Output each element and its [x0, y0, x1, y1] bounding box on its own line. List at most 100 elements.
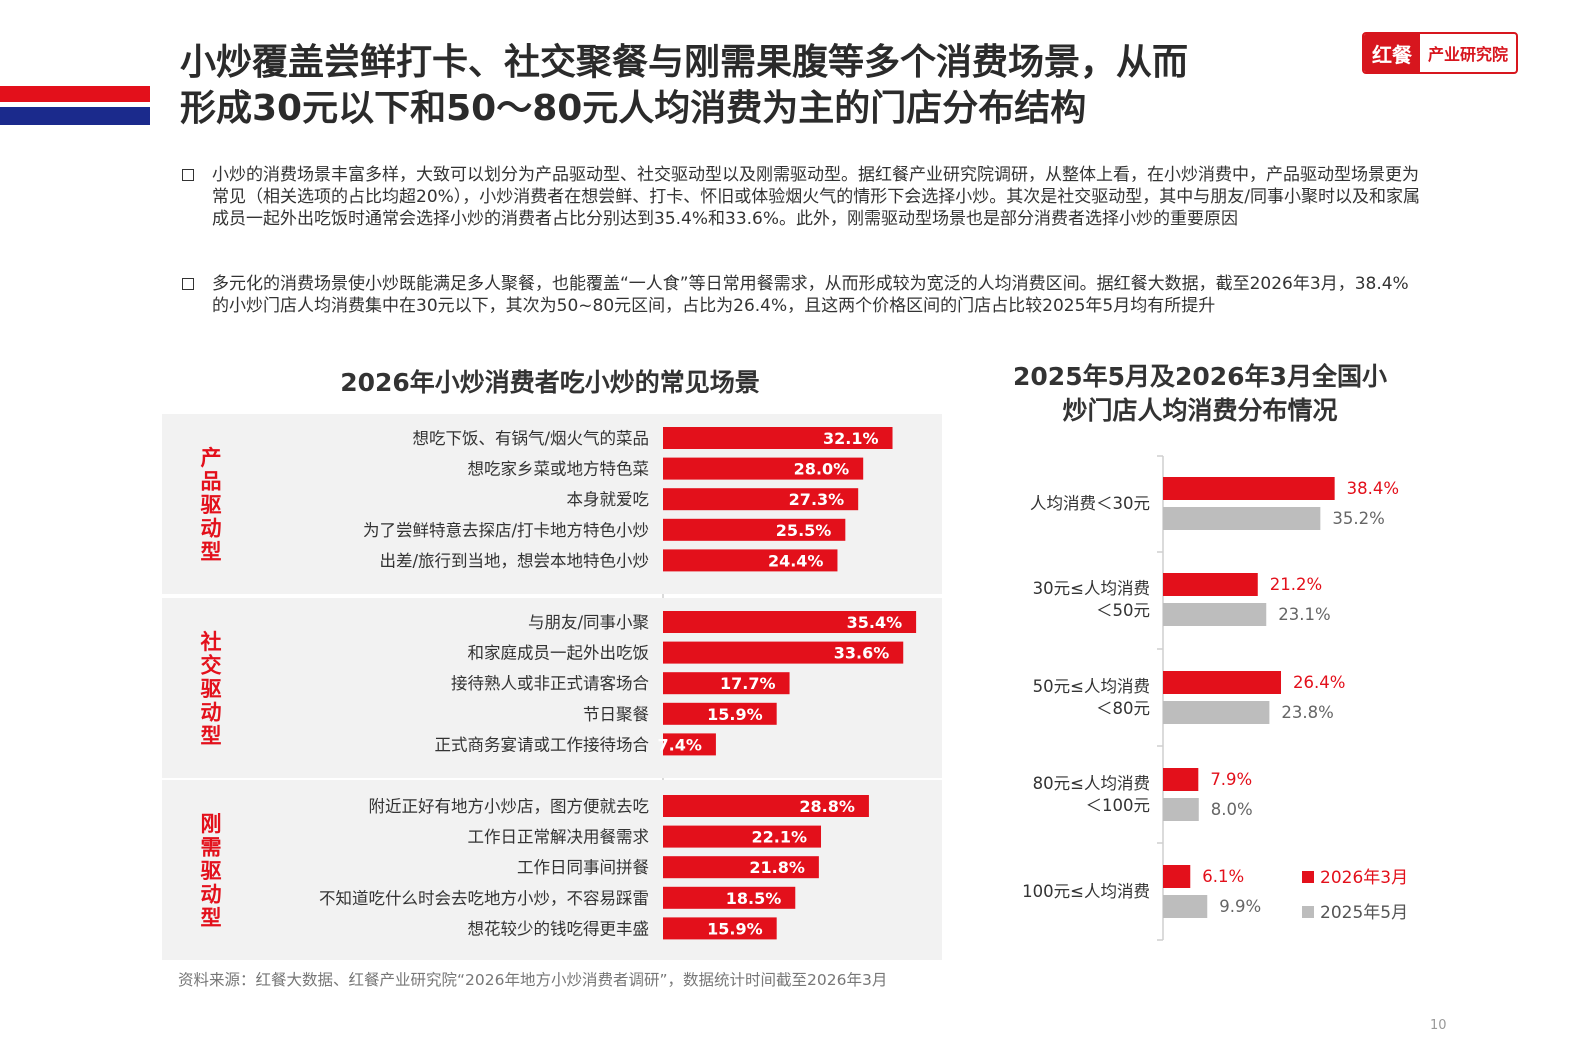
bar	[1163, 768, 1199, 791]
bar	[663, 518, 846, 541]
category-label: 本身就爱吃	[567, 490, 650, 509]
legend-label: 2026年3月	[1320, 868, 1408, 888]
category-label: 与朋友/同事小聚	[528, 613, 650, 632]
group-label-char: 动	[201, 517, 222, 541]
category-label: 想吃家乡菜或地方特色菜	[468, 460, 650, 479]
bullet-text: 多元化的消费场景使小炒既能满足多人聚餐，也能覆盖“一人食”等日常用餐需求，从而形…	[212, 274, 1409, 316]
data-label: 28.0%	[794, 460, 850, 479]
bar	[1163, 865, 1191, 888]
category-label: 节日聚餐	[583, 705, 649, 724]
data-label: 35.2%	[1332, 509, 1384, 528]
category-label: ＜80元	[1096, 699, 1150, 718]
brand-logo-mark: 红餐	[1364, 34, 1420, 72]
category-label: 50元≤人均消费	[1033, 677, 1150, 696]
legend-swatch	[1302, 871, 1314, 883]
bar	[1163, 798, 1199, 821]
data-label: 7.9%	[1210, 770, 1252, 789]
data-label: 7.4%	[658, 735, 702, 754]
legend-label: 2025年5月	[1320, 903, 1408, 923]
group-label-char: 动	[201, 883, 222, 907]
data-label: 9.9%	[1219, 897, 1261, 916]
category-label: 为了尝鲜特意去探店/打卡地方特色小炒	[363, 521, 649, 540]
data-label: 27.3%	[789, 490, 845, 509]
category-label: 出差/旅行到当地，想尝本地特色小炒	[379, 551, 649, 570]
data-label: 32.1%	[823, 429, 879, 448]
bar	[663, 641, 904, 664]
bar	[663, 886, 796, 909]
header-stripe-navy	[0, 107, 150, 125]
category-label: 不知道吃什么时会去吃地方小炒，不容易踩雷	[319, 889, 649, 908]
data-label: 17.7%	[720, 674, 776, 693]
data-label: 21.8%	[749, 858, 805, 877]
category-label: 想吃下饭、有锅气/烟火气的菜品	[412, 429, 649, 448]
bar	[1163, 603, 1267, 626]
data-label: 22.1%	[751, 828, 807, 847]
page-title-line2: 形成30元以下和50～80元人均消费为主的门店分布结构	[180, 88, 1087, 129]
bar	[663, 457, 864, 480]
data-label: 21.2%	[1270, 575, 1322, 594]
category-label: 正式商务宴请或工作接待场合	[435, 735, 650, 754]
brand-logo-name: 产业研究院	[1428, 45, 1509, 64]
group-label-char: 需	[201, 836, 222, 860]
bar	[1163, 573, 1258, 596]
data-label: 23.1%	[1278, 605, 1330, 624]
data-label: 18.5%	[726, 889, 782, 908]
bar	[663, 856, 819, 879]
bar	[663, 825, 822, 848]
data-label: 15.9%	[707, 705, 763, 724]
bar	[663, 427, 893, 449]
data-label: 26.4%	[1293, 673, 1345, 692]
legend-swatch	[1302, 906, 1314, 918]
bar	[663, 611, 917, 633]
bar	[663, 549, 838, 572]
bar	[663, 672, 790, 695]
data-label: 24.4%	[768, 551, 824, 570]
bar	[1163, 507, 1321, 530]
category-label: 接待熟人或非正式请客场合	[451, 674, 649, 693]
group-label-char: 动	[201, 701, 222, 725]
data-label: 33.6%	[834, 644, 890, 663]
bar	[663, 917, 777, 940]
group-label-char: 驱	[201, 859, 222, 883]
category-label: 工作日同事间拼餐	[517, 858, 649, 877]
category-label: 30元≤人均消费	[1033, 579, 1150, 598]
header-stripe-red	[0, 86, 150, 102]
source-note: 资料来源：红餐大数据、红餐产业研究院“2026年地方小炒消费者调研”，数据统计时…	[178, 971, 888, 989]
bar	[1163, 701, 1270, 724]
bar	[1163, 477, 1335, 500]
bullet-point: 多元化的消费场景使小炒既能满足多人聚餐，也能覆盖“一人食”等日常用餐需求，从而形…	[182, 273, 1422, 317]
bar	[663, 702, 777, 725]
header-stripe-white	[0, 102, 150, 107]
data-label: 15.9%	[707, 919, 763, 938]
data-label: 38.4%	[1347, 479, 1399, 498]
group-label-char: 社	[200, 630, 222, 654]
bar	[1163, 671, 1282, 694]
bullet-point: 小炒的消费场景丰富多样，大致可以划分为产品驱动型、社交驱动型以及刚需驱动型。据红…	[182, 164, 1422, 230]
category-label: 100元≤人均消费	[1022, 882, 1150, 901]
data-label: 25.5%	[776, 521, 832, 540]
category-label: ＜100元	[1086, 796, 1151, 815]
brand-logo: 红餐 产业研究院	[1362, 32, 1519, 74]
group-label-char: 型	[201, 540, 222, 564]
category-label: 和家庭成员一起外出吃饭	[468, 644, 650, 663]
bar	[663, 488, 859, 511]
data-label: 8.0%	[1211, 800, 1253, 819]
bullet-square-icon	[182, 169, 194, 181]
chart-title-scenes: 2026年小炒消费者吃小炒的常见场景	[340, 368, 760, 397]
category-label: 人均消费＜30元	[1030, 494, 1150, 513]
data-label: 28.8%	[799, 797, 855, 816]
category-label: ＜50元	[1096, 601, 1150, 620]
page-number: 10	[1430, 1018, 1447, 1033]
page-title-line1: 小炒覆盖尝鲜打卡、社交聚餐与刚需果腹等多个消费场景，从而	[180, 42, 1189, 83]
page-title: 小炒覆盖尝鲜打卡、社交聚餐与刚需果腹等多个消费场景，从而 形成30元以下和50～…	[180, 40, 1340, 132]
group-label-char: 产	[201, 446, 222, 470]
bullet-text: 小炒的消费场景丰富多样，大致可以划分为产品驱动型、社交驱动型以及刚需驱动型。据红…	[212, 165, 1421, 229]
category-label: 附近正好有地方小炒店，图方便就去吃	[369, 797, 650, 816]
group-label-char: 刚	[201, 812, 222, 836]
bar	[1163, 895, 1208, 918]
bar	[663, 795, 869, 817]
data-label: 23.8%	[1281, 703, 1333, 722]
group-label-char: 驱	[201, 493, 222, 517]
